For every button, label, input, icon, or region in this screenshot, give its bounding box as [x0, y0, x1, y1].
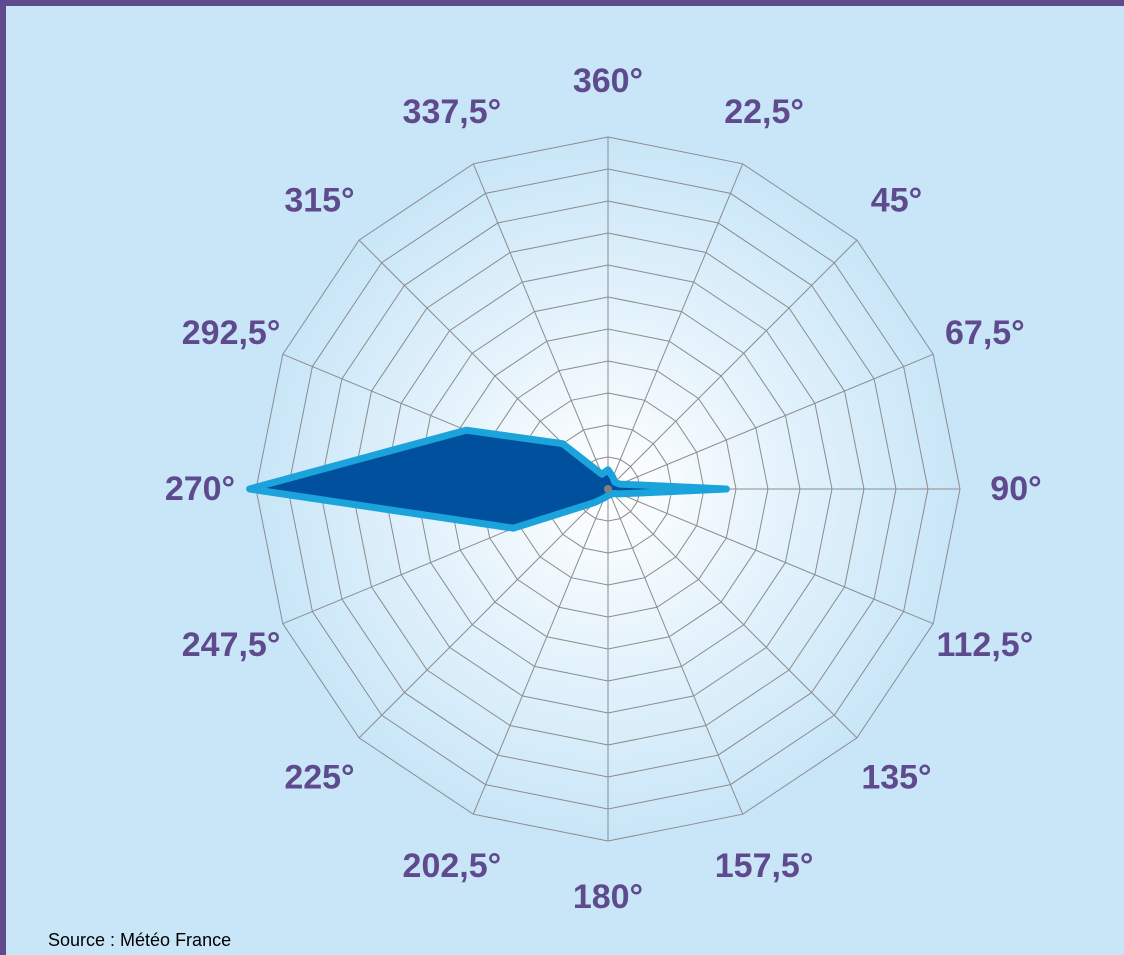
data-point-3 [617, 482, 622, 487]
data-point-4 [724, 487, 729, 491]
data-point-2 [612, 480, 617, 485]
data-point-15 [599, 472, 604, 477]
spoke-6 [607, 488, 858, 739]
spoke-1 [607, 163, 744, 490]
source-note: Source : Météo France [48, 930, 232, 950]
direction-label-15: 337,5° [403, 93, 502, 131]
data-point-5 [617, 491, 622, 496]
spoke-2 [607, 239, 858, 490]
direction-labels: 360° 22,5° 45° 67,5° 90° 112,5° 135° 157,5° 180°… [165, 62, 1042, 916]
direction-label-4: 90° [990, 470, 1041, 508]
data-point-11 [511, 526, 516, 531]
data-point-8 [606, 493, 610, 498]
direction-label-7: 157,5° [715, 847, 814, 885]
direction-label-10: 225° [284, 759, 354, 797]
direction-label-0: 360° [573, 62, 643, 100]
direction-label-1: 22,5° [724, 93, 804, 131]
center-point [604, 485, 612, 493]
spoke-7 [607, 488, 744, 815]
radar-grid [255, 136, 961, 842]
data-point-9 [602, 495, 607, 500]
data-point-1 [610, 475, 615, 480]
direction-label-6: 135° [861, 759, 931, 797]
direction-label-9: 202,5° [403, 847, 502, 885]
direction-label-8: 180° [573, 878, 643, 916]
direction-label-3: 67,5° [945, 314, 1025, 352]
data-point-0 [606, 467, 610, 472]
direction-label-5: 112,5° [936, 626, 1033, 664]
data-point-14 [560, 441, 565, 446]
spoke-9 [472, 488, 609, 815]
radar-chart: 360° 22,5° 45° 67,5° 90° 112,5° 135° 157,5° 180°… [165, 62, 1042, 916]
spoke-10 [358, 488, 609, 739]
data-point-13 [464, 428, 469, 433]
series-layer [246, 426, 730, 532]
spoke-15 [472, 163, 609, 490]
direction-label-11: 247,5° [182, 626, 281, 664]
direction-label-13: 292,5° [182, 314, 281, 352]
direction-label-14: 315° [284, 182, 354, 220]
data-point-12 [247, 487, 252, 491]
direction-label-2: 45° [871, 182, 922, 220]
spoke-3 [607, 353, 934, 490]
direction-label-12: 270° [165, 470, 235, 508]
data-point-10 [592, 500, 597, 505]
spoke-5 [607, 488, 934, 625]
